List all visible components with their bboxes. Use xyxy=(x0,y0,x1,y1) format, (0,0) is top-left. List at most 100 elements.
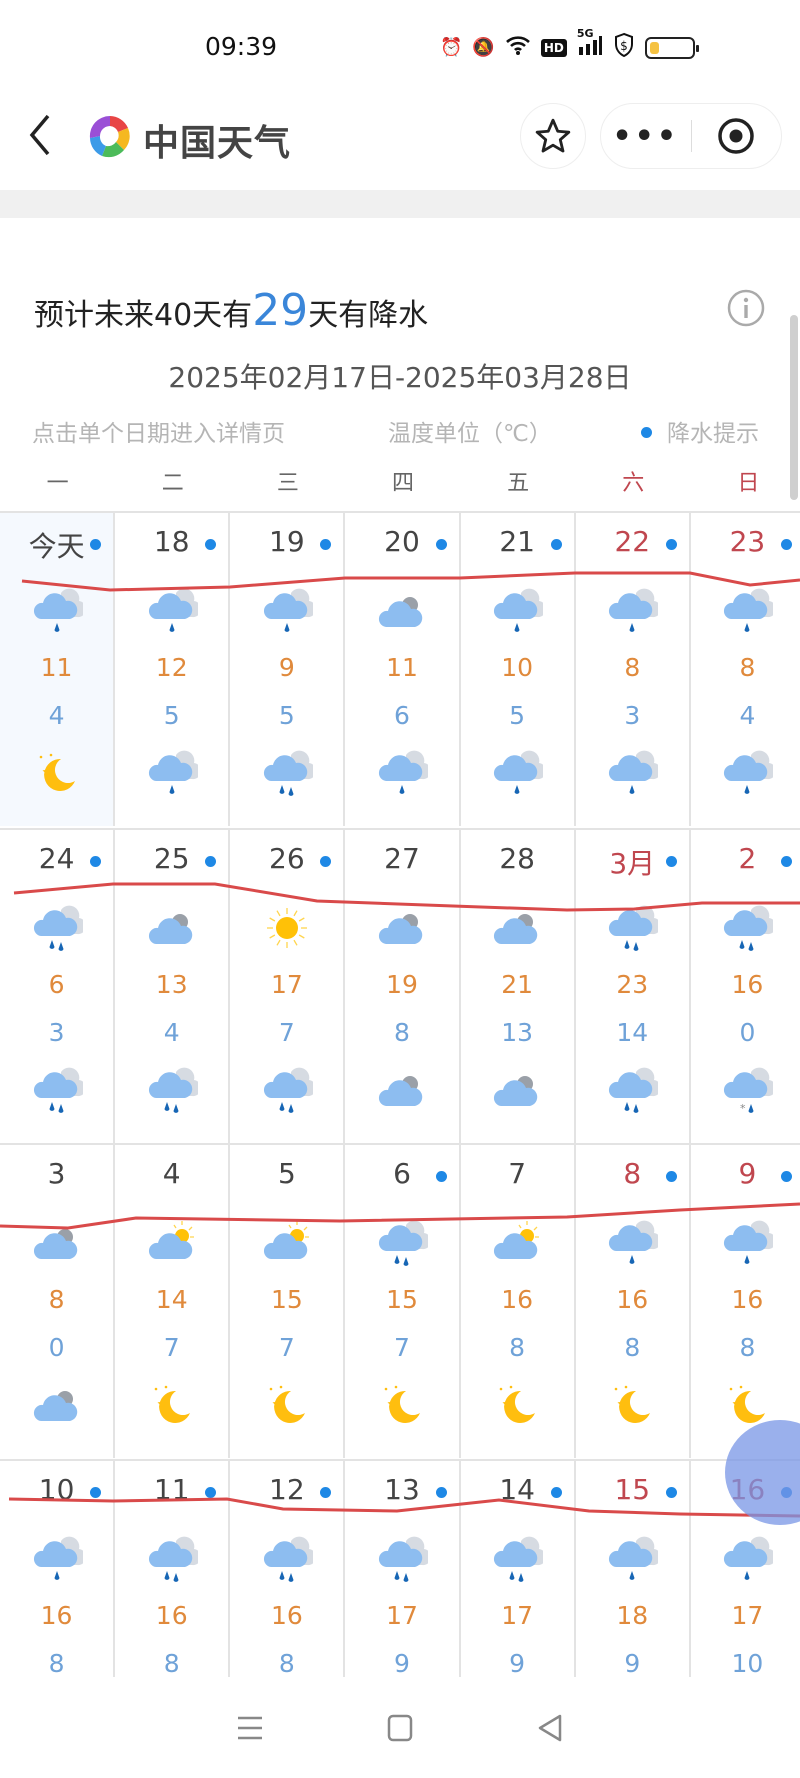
day-cell[interactable]: 2 16 0 * xyxy=(691,830,800,1143)
low-temp: 3 xyxy=(48,1018,65,1047)
day-cell[interactable]: 11 16 8 xyxy=(115,1461,231,1677)
info-icon[interactable] xyxy=(726,288,766,328)
rain-dot-icon xyxy=(665,1487,677,1498)
day-cell[interactable]: 7 16 8 xyxy=(461,1145,576,1458)
overcast-icon xyxy=(33,1391,77,1421)
low-temp: 7 xyxy=(278,1333,295,1362)
favorite-button[interactable] xyxy=(520,103,586,169)
day-date: 27 xyxy=(384,842,420,875)
calendar-grid: 今天 11 4 18 12 5 19 9 5 20 11 6 21 10 5 22 8 3 23 8 4 24 6 3 25 13… xyxy=(0,511,800,1677)
unit-hint: 温度单位（℃） xyxy=(388,421,552,447)
day-cell[interactable]: 4 14 7 xyxy=(115,1145,231,1458)
calendar-week-row: 101681116812168131791417915189161710 xyxy=(0,1459,800,1677)
moderate-rain-icon xyxy=(263,1536,313,1582)
moderate-rain-icon xyxy=(33,1067,83,1113)
light-rain-icon xyxy=(148,750,198,794)
rain-dot-icon xyxy=(320,539,332,550)
star-icon xyxy=(535,118,571,153)
more-button[interactable]: ••• xyxy=(612,118,680,154)
day-cell[interactable]: 5 15 7 xyxy=(230,1145,346,1458)
svg-text:*: * xyxy=(740,1102,746,1115)
rain-days-count: 29 xyxy=(252,285,309,336)
day-cell[interactable]: 6 15 7 xyxy=(345,1145,461,1458)
back-icon[interactable] xyxy=(535,1713,565,1743)
moderate-rain-icon xyxy=(263,1067,313,1113)
calendar-week-row: 3 8 0 4 14 7 5 15 7 6 15 7 7 16 8 8 16 8 9 16 8 xyxy=(0,1143,800,1458)
close-miniprogram-button[interactable] xyxy=(692,116,782,156)
day-date: 今天 xyxy=(28,530,85,563)
weekday-label: 三 xyxy=(276,471,299,496)
low-temp: 7 xyxy=(278,1018,295,1047)
overcast-icon xyxy=(378,914,423,944)
moderate-rain-icon xyxy=(263,750,313,796)
day-cell[interactable]: 26 17 7 xyxy=(230,830,346,1143)
day-cell[interactable]: 10 16 8 xyxy=(0,1461,116,1677)
day-cell[interactable]: 23 8 4 xyxy=(691,513,800,826)
day-cell[interactable]: 9 16 8 xyxy=(691,1145,800,1458)
high-temp: 8 xyxy=(624,653,641,682)
day-cell[interactable]: 今天 11 4 xyxy=(0,513,116,826)
day-cell[interactable]: 18 12 5 xyxy=(115,513,231,826)
back-chevron-icon[interactable] xyxy=(26,112,54,158)
day-cell[interactable]: 21 10 5 xyxy=(461,513,576,826)
day-cell[interactable]: 13 17 9 xyxy=(345,1461,461,1677)
overcast-icon xyxy=(378,1076,423,1106)
high-temp: 19 xyxy=(386,970,418,999)
low-temp: 5 xyxy=(509,701,526,730)
home-icon[interactable] xyxy=(385,1713,415,1743)
low-temp: 8 xyxy=(163,1649,180,1677)
day-cell[interactable]: 25 13 4 xyxy=(115,830,231,1143)
day-cell[interactable]: 15 18 9 xyxy=(576,1461,691,1677)
day-cell[interactable]: 20 11 6 xyxy=(345,513,461,826)
low-temp: 8 xyxy=(509,1333,526,1362)
day-date: 9 xyxy=(738,1157,757,1190)
scrollbar[interactable] xyxy=(790,315,798,500)
light-rain-icon xyxy=(33,588,83,632)
light-rain-icon xyxy=(33,1536,83,1580)
shield-dollar-icon: $ xyxy=(613,32,635,63)
day-cell[interactable]: 22 8 3 xyxy=(576,513,691,826)
high-temp: 14 xyxy=(155,1285,188,1314)
wifi-icon xyxy=(505,34,531,61)
high-temp: 16 xyxy=(155,1601,188,1630)
day-cell[interactable]: 3月 23 14 xyxy=(576,830,691,1143)
day-date: 21 xyxy=(499,525,535,558)
clear-night-icon xyxy=(384,1385,420,1423)
day-date: 7 xyxy=(508,1157,527,1190)
moderate-rain-icon xyxy=(724,905,774,951)
day-cell[interactable]: 27 19 8 xyxy=(345,830,461,1143)
overcast-icon xyxy=(33,1229,77,1259)
capsule-divider xyxy=(690,120,692,152)
low-temp: 0 xyxy=(48,1333,65,1362)
low-temp: 8 xyxy=(278,1649,295,1677)
high-temp: 12 xyxy=(155,653,188,682)
day-cell[interactable]: 24 6 3 xyxy=(0,830,116,1143)
day-date: 18 xyxy=(153,525,190,558)
rain-dot-icon xyxy=(550,539,562,550)
weekday-label: 五 xyxy=(507,471,530,496)
target-close-icon xyxy=(718,118,754,154)
day-cell[interactable]: 19 9 5 xyxy=(230,513,346,826)
weekday-label: 二 xyxy=(161,471,184,496)
low-temp: 7 xyxy=(163,1333,180,1362)
day-cell[interactable]: 3 8 0 xyxy=(0,1145,116,1458)
day-cell[interactable]: 12 16 8 xyxy=(230,1461,346,1677)
moderate-rain-icon xyxy=(378,1536,428,1582)
day-date: 25 xyxy=(153,842,190,875)
day-date: 5 xyxy=(277,1157,296,1190)
rain-dot-icon xyxy=(205,856,217,867)
day-date: 23 xyxy=(729,525,766,558)
light-rain-icon xyxy=(494,588,544,632)
light-rain-icon xyxy=(494,750,544,794)
rain-dot-icon xyxy=(780,856,792,867)
overcast-icon xyxy=(378,597,423,627)
high-temp: 16 xyxy=(40,1601,73,1630)
rain-dot-icon xyxy=(641,427,652,438)
day-cell[interactable]: 14 17 9 xyxy=(461,1461,576,1677)
light-rain-icon xyxy=(724,1220,774,1264)
menu-icon[interactable] xyxy=(235,1713,265,1743)
moderate-rain-icon xyxy=(609,905,659,951)
day-cell[interactable]: 28 21 13 xyxy=(461,830,576,1143)
low-temp: 8 xyxy=(394,1018,410,1047)
day-cell[interactable]: 8 16 8 xyxy=(576,1145,691,1458)
